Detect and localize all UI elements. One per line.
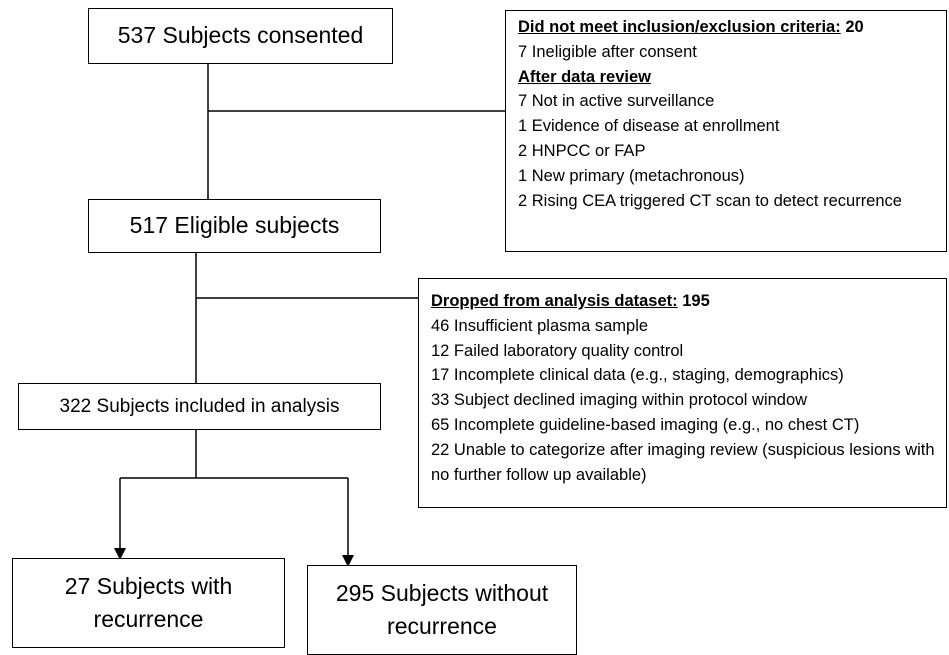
heading: Dropped from analysis dataset: (431, 292, 678, 310)
node-label: 537 Subjects consented (117, 22, 364, 49)
connectors (114, 64, 505, 567)
item: 2 HNPCC or FAP (518, 141, 646, 160)
node-label: 322 Subjects included in analysis (59, 395, 340, 417)
item: 17 Incomplete clinical data (e.g., stagi… (431, 366, 844, 385)
heading-line: Dropped from analysis dataset: 195 (431, 289, 936, 314)
node-label: 517 Eligible subjects (129, 212, 340, 239)
exclusion-box: Dropped from analysis dataset: 195 46 Ins… (418, 278, 947, 508)
item: 2 Rising CEA triggered CT scan to detect… (518, 191, 902, 210)
flow-diagram: 537 Subjects consented 517 Eligible subj… (12, 8, 947, 655)
item: 12 Failed laboratory quality control (431, 341, 684, 360)
heading: Did not meet inclusion/exclusion criteri… (518, 18, 841, 36)
subheading: After data review (518, 67, 651, 86)
heading-line: Did not meet inclusion/exclusion criteri… (518, 15, 936, 40)
exclusion-box: Did not meet inclusion/exclusion criteri… (505, 10, 947, 252)
item: 7 Not in active surveillance (518, 92, 715, 111)
arrowhead (342, 555, 354, 567)
count: 20 (845, 18, 864, 36)
item: 65 Incomplete guideline-based imaging (e… (431, 415, 860, 434)
node-label: 295 Subjects without recurrence (335, 579, 549, 639)
count: 195 (682, 292, 710, 310)
node-box: 27 Subjects with recurrence (12, 558, 285, 648)
node-label: 27 Subjects with recurrence (64, 572, 233, 632)
node-box: 517 Eligible subjects (88, 199, 381, 253)
node-box: 537 Subjects consented (88, 8, 393, 64)
item: 46 Insufficient plasma sample (431, 316, 649, 335)
item: 33 Subject declined imaging within proto… (431, 391, 808, 410)
item: 7 Ineligible after consent (518, 42, 697, 61)
node-box: 295 Subjects without recurrence (307, 565, 577, 655)
item: 1 New primary (metachronous) (518, 166, 745, 185)
node-box: 322 Subjects included in analysis (18, 383, 381, 430)
arrowhead (114, 548, 126, 560)
item: 22 Unable to categorize after imaging re… (431, 440, 935, 484)
item: 1 Evidence of disease at enrollment (518, 117, 780, 136)
